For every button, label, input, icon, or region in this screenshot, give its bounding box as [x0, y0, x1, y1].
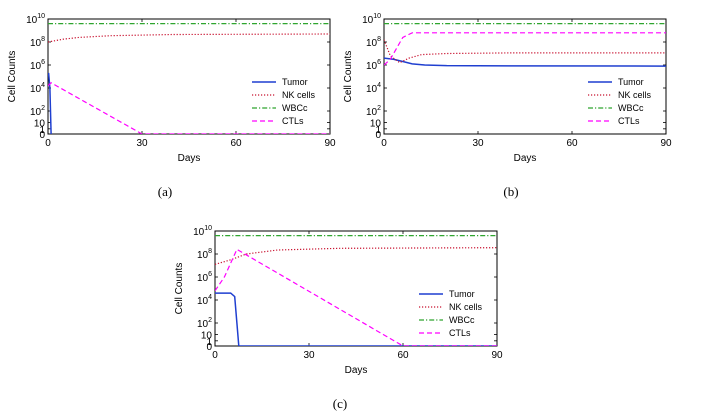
y-tick-label: 104 [366, 82, 381, 95]
y-tick-label: 0 [375, 130, 381, 141]
series-line-tumor [384, 57, 666, 67]
y-tick-label: 1 [39, 125, 45, 136]
y-tick-label: 102 [197, 317, 212, 330]
y-tick-label: 108 [366, 36, 381, 49]
x-tick-label: 60 [397, 350, 409, 361]
series-line-tumor [48, 72, 52, 134]
y-tick-label: 0 [39, 130, 45, 141]
legend-label-nk-cells: NK cells [618, 90, 652, 100]
x-axis-label: Days [514, 153, 537, 164]
y-tick-label: 1 [206, 337, 212, 348]
x-tick-label: 60 [230, 138, 242, 149]
y-tick-label: 108 [197, 248, 212, 261]
series-line-ctls [384, 32, 666, 66]
legend-label-tumor: Tumor [282, 77, 308, 87]
legend-label-nk-cells: NK cells [449, 302, 483, 312]
series-line-tumor [215, 292, 497, 346]
x-axis-label: Days [345, 365, 368, 376]
legend-label-ctls: CTLs [282, 116, 304, 126]
y-tick-label: 10 [34, 119, 46, 130]
plot-frame [383, 18, 667, 135]
y-tick-label: 102 [30, 105, 45, 118]
y-tick-label: 106 [197, 271, 212, 284]
x-tick-label: 30 [136, 138, 148, 149]
y-tick-label: 1010 [362, 13, 381, 26]
legend-label-ctls: CTLs [449, 328, 471, 338]
x-tick-label: 0 [45, 138, 51, 149]
panel-caption: (c) [333, 396, 347, 411]
y-tick-label: 108 [30, 36, 45, 49]
y-tick-label: 104 [197, 294, 212, 307]
legend-label-nk-cells: NK cells [282, 90, 316, 100]
y-tick-label: 106 [30, 59, 45, 72]
y-tick-label: 106 [366, 59, 381, 72]
x-tick-label: 30 [303, 350, 315, 361]
x-tick-label: 0 [381, 138, 387, 149]
x-axis-label: Days [178, 153, 201, 164]
series-line-ctls [48, 82, 330, 134]
y-tick-label: 10 [201, 331, 213, 342]
series-line-ctls [215, 248, 497, 346]
legend-label-ctls: CTLs [618, 116, 640, 126]
x-tick-label: 60 [566, 138, 578, 149]
y-tick-label: 102 [366, 105, 381, 118]
legend-label-wbcc: WBCc [618, 103, 644, 113]
y-axis-label: Cell Counts [343, 51, 354, 103]
x-tick-label: 90 [660, 138, 672, 149]
panel-caption: (b) [503, 184, 518, 199]
legend-label-wbcc: WBCc [449, 315, 475, 325]
series-line-nk-cells [384, 39, 666, 64]
x-tick-label: 0 [212, 350, 218, 361]
series-line-nk-cells [215, 247, 497, 265]
panel-caption: (a) [158, 184, 172, 199]
y-tick-label: 10 [370, 119, 382, 130]
y-tick-label: 0 [206, 342, 212, 353]
y-axis-label: Cell Counts [174, 263, 185, 315]
y-tick-label: 1010 [193, 225, 212, 238]
y-tick-label: 1 [375, 125, 381, 136]
x-tick-label: 90 [491, 350, 503, 361]
x-tick-label: 90 [324, 138, 336, 149]
legend-label-tumor: Tumor [449, 289, 475, 299]
y-tick-label: 104 [30, 82, 45, 95]
y-tick-label: 1010 [26, 13, 45, 26]
x-tick-label: 30 [472, 138, 484, 149]
series-line-nk-cells [48, 33, 330, 43]
legend-label-tumor: Tumor [618, 77, 644, 87]
legend-label-wbcc: WBCc [282, 103, 308, 113]
y-axis-label: Cell Counts [7, 51, 18, 103]
